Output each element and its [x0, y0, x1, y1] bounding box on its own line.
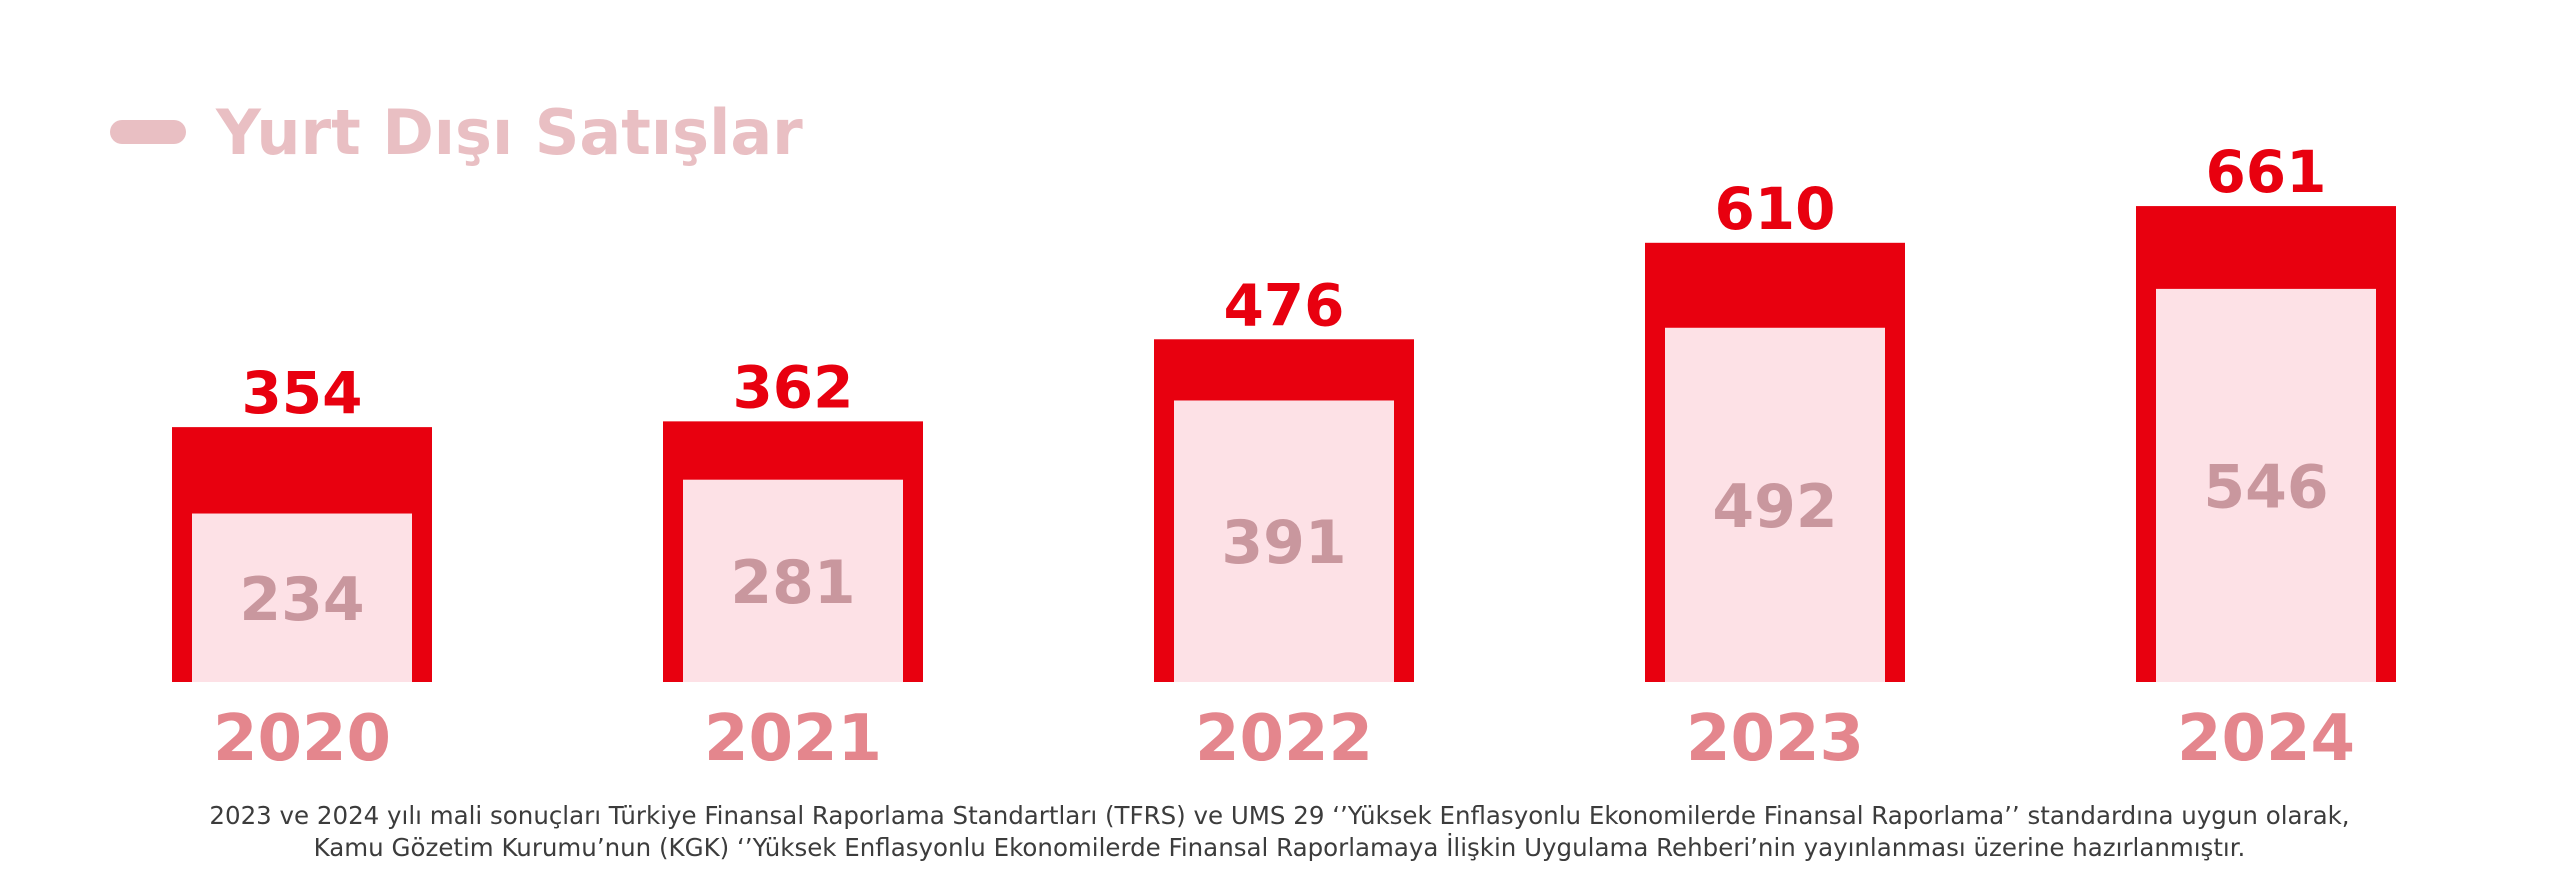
inner-bar-2021	[683, 479, 903, 682]
inner-value-label-2022: 391	[1221, 508, 1346, 578]
inner-value-label-2021: 281	[730, 548, 855, 618]
inner-value-label-2024: 546	[2203, 452, 2328, 522]
outer-value-label-2023: 610	[1714, 175, 1835, 243]
bar-chart: 354 234 2020 362 281 2021 476 391 2022 610 492 2023…	[172, 138, 2396, 776]
inner-bar-2020	[192, 513, 412, 682]
outer-value-label-2022: 476	[1223, 271, 1344, 339]
chart-legend: Yurt Dışı Satışlar	[110, 92, 803, 172]
outer-value-label-2021: 362	[732, 353, 853, 421]
year-label-2021: 2021	[704, 702, 882, 776]
outer-value-label-2020: 354	[241, 359, 362, 427]
inner-bar-2024	[2156, 288, 2376, 682]
bars-group	[172, 206, 2396, 683]
labels-group: 354 234 2020 362 281 2021 476 391 2022 610 492 2023…	[213, 138, 2355, 776]
year-label-2022: 2022	[1195, 702, 1373, 776]
year-label-2024: 2024	[2177, 702, 2355, 776]
footnote: 2023 ve 2024 yılı mali sonuçları Türkiye…	[0, 800, 2559, 864]
inner-bar-2022	[1174, 400, 1394, 682]
outer-value-label-2024: 661	[2205, 138, 2326, 206]
year-label-2020: 2020	[213, 702, 391, 776]
inner-value-label-2020: 234	[239, 565, 364, 635]
footnote-line-2: Kamu Gözetim Kurumu’nun (KGK) ‘’Yüksek E…	[313, 833, 2246, 862]
legend-label: Yurt Dışı Satışlar	[216, 95, 803, 169]
inner-bar-2023	[1665, 327, 1885, 682]
inner-value-label-2023: 492	[1712, 472, 1837, 542]
year-label-2023: 2023	[1686, 702, 1864, 776]
footnote-line-1: 2023 ve 2024 yılı mali sonuçları Türkiye…	[209, 801, 2350, 830]
legend-swatch	[110, 120, 186, 144]
